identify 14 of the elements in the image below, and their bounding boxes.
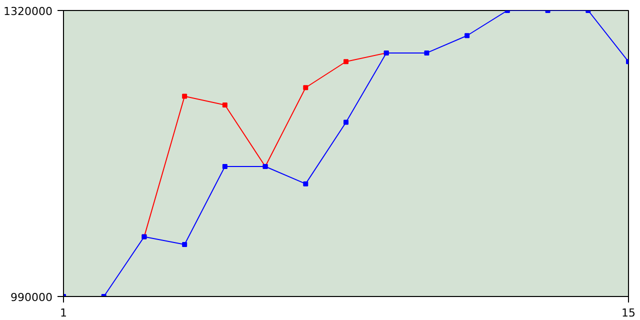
- point: [222, 164, 228, 169]
- point: [182, 94, 188, 99]
- point: [464, 33, 470, 38]
- point: [424, 50, 430, 56]
- point: [222, 102, 228, 108]
- point: [344, 120, 348, 125]
- point: [182, 242, 188, 247]
- x-tick-label: 1: [60, 306, 67, 320]
- point: [303, 181, 308, 186]
- y-tick-label: 990000: [10, 291, 53, 304]
- point: [303, 85, 308, 90]
- point: [344, 59, 348, 64]
- x-tick-label: 15: [622, 306, 636, 320]
- y-tick-label: 1320000: [4, 5, 53, 18]
